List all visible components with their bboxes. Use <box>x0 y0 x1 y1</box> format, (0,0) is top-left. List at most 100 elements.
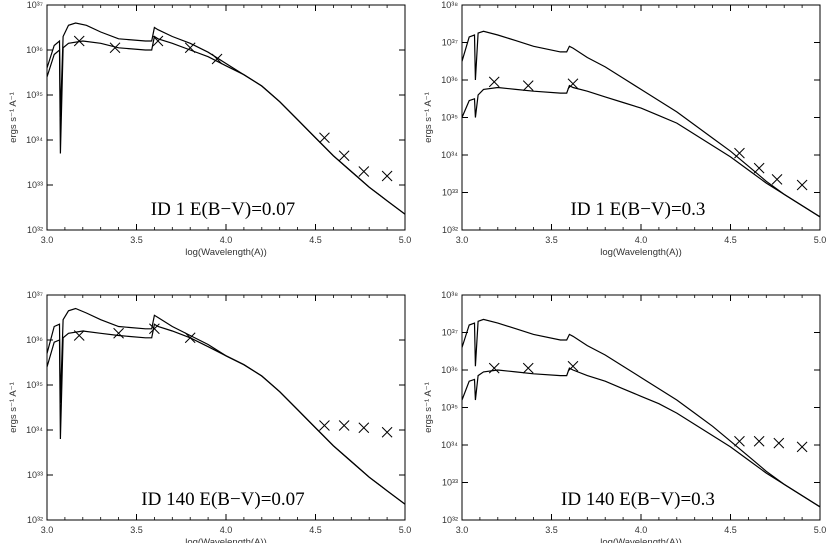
plot-frame <box>46 4 406 231</box>
y-tick-label: 10³² <box>27 515 43 525</box>
data-point-marker <box>113 327 124 339</box>
data-point-marker <box>109 42 121 54</box>
data-point-marker <box>149 323 160 335</box>
data-point-marker <box>796 441 808 453</box>
x-tick-label: 4.5 <box>309 525 322 535</box>
series-line-2 <box>46 35 406 215</box>
x-tick-label: 3.5 <box>545 525 558 535</box>
plot-frame <box>46 294 406 521</box>
x-tick-label: 5.0 <box>814 235 827 245</box>
x-tick-label: 5.0 <box>399 235 412 245</box>
series-line-1 <box>461 30 821 218</box>
y-tick-label: 10³⁶ <box>26 335 43 345</box>
panel-annotation: ID 140 E(B−V)=0.07 <box>141 489 304 510</box>
y-tick-label: 10³⁴ <box>441 440 458 450</box>
y-tick-label: 10³⁴ <box>26 425 43 435</box>
data-point-marker <box>73 330 85 341</box>
x-tick-label: 4.0 <box>635 235 648 245</box>
data-point-marker <box>567 78 579 90</box>
y-tick-label: 10³³ <box>27 180 43 190</box>
panel-annotation: ID 1 E(B−V)=0.3 <box>571 199 706 220</box>
x-tick-label: 4.0 <box>635 525 648 535</box>
x-axis-label: log(Wavelength(A)) <box>600 247 681 258</box>
data-point-marker <box>338 150 350 162</box>
data-point-marker <box>319 420 330 431</box>
data-point-marker <box>381 426 393 438</box>
x-tick-label: 3.0 <box>41 235 54 245</box>
series-line-2 <box>46 323 406 505</box>
x-tick-label: 4.5 <box>724 525 737 535</box>
y-axis-label: ergs s⁻¹ A⁻¹ <box>423 92 434 143</box>
data-point-marker <box>488 76 500 88</box>
data-point-marker <box>567 360 579 372</box>
y-tick-label: 10³⁵ <box>441 113 458 123</box>
y-tick-label: 10³² <box>442 225 458 235</box>
y-tick-label: 10³⁴ <box>441 150 458 160</box>
x-tick-label: 3.5 <box>545 235 558 245</box>
x-tick-label: 3.5 <box>130 235 143 245</box>
x-tick-label: 4.0 <box>220 235 233 245</box>
x-axis-label: log(Wavelength(A)) <box>185 247 266 258</box>
x-tick-label: 3.0 <box>456 235 469 245</box>
data-point-marker <box>338 420 350 431</box>
y-tick-label: 10³³ <box>442 478 458 488</box>
x-tick-label: 5.0 <box>399 525 412 535</box>
panel-annotation: ID 1 E(B−V)=0.07 <box>151 199 295 220</box>
plot-frame <box>461 4 821 231</box>
data-point-marker <box>381 170 393 182</box>
x-tick-label: 5.0 <box>814 525 827 535</box>
y-tick-label: 10³² <box>27 225 43 235</box>
y-tick-label: 10³⁵ <box>441 403 458 413</box>
x-axis-label: log(Wavelength(A)) <box>185 537 266 543</box>
y-tick-label: 10³⁶ <box>441 365 458 375</box>
x-tick-label: 4.5 <box>724 235 737 245</box>
data-point-marker <box>734 147 745 159</box>
y-tick-label: 10³⁸ <box>441 0 458 10</box>
data-point-marker <box>753 435 765 447</box>
y-axis-label: ergs s⁻¹ A⁻¹ <box>423 382 434 433</box>
data-point-marker <box>184 332 196 344</box>
y-tick-label: 10³⁷ <box>27 0 43 10</box>
series-line-1 <box>461 318 821 508</box>
data-point-marker <box>319 132 330 144</box>
data-point-marker <box>358 422 370 434</box>
series-line-2 <box>461 84 821 218</box>
y-tick-label: 10³³ <box>442 188 458 198</box>
panel-annotation: ID 140 E(B−V)=0.3 <box>561 489 715 510</box>
data-point-marker <box>73 35 85 47</box>
x-tick-label: 3.0 <box>456 525 469 535</box>
data-point-marker <box>358 166 370 177</box>
y-axis-label: ergs s⁻¹ A⁻¹ <box>8 92 19 143</box>
y-tick-label: 10³⁷ <box>442 38 458 48</box>
data-point-marker <box>488 362 500 374</box>
data-point-marker <box>796 179 808 191</box>
x-tick-label: 3.5 <box>130 525 143 535</box>
y-tick-label: 10³⁷ <box>27 290 43 300</box>
x-axis-label: log(Wavelength(A)) <box>600 537 681 543</box>
x-tick-label: 3.0 <box>41 525 54 535</box>
series-line-1 <box>46 22 406 215</box>
y-tick-label: 10³⁶ <box>26 45 43 55</box>
data-point-marker <box>184 42 196 54</box>
data-point-marker <box>211 53 223 65</box>
y-tick-label: 10³⁵ <box>26 90 43 100</box>
data-point-marker <box>522 362 534 374</box>
data-point-marker <box>734 435 745 447</box>
y-tick-label: 10³⁵ <box>26 380 43 390</box>
y-tick-label: 10³⁶ <box>441 75 458 85</box>
y-tick-label: 10³³ <box>27 470 43 480</box>
data-point-marker <box>522 80 534 91</box>
x-tick-label: 4.0 <box>220 525 233 535</box>
data-point-marker <box>773 437 785 449</box>
y-tick-label: 10³² <box>442 515 458 525</box>
y-tick-label: 10³⁸ <box>441 290 458 300</box>
y-tick-label: 10³⁷ <box>442 328 458 338</box>
y-tick-label: 10³⁴ <box>26 135 43 145</box>
data-point-marker <box>771 174 783 185</box>
y-axis-label: ergs s⁻¹ A⁻¹ <box>8 382 19 433</box>
data-point-marker <box>152 35 164 47</box>
series-line-2 <box>461 367 821 508</box>
data-point-marker <box>753 162 765 174</box>
series-line-1 <box>46 307 406 505</box>
